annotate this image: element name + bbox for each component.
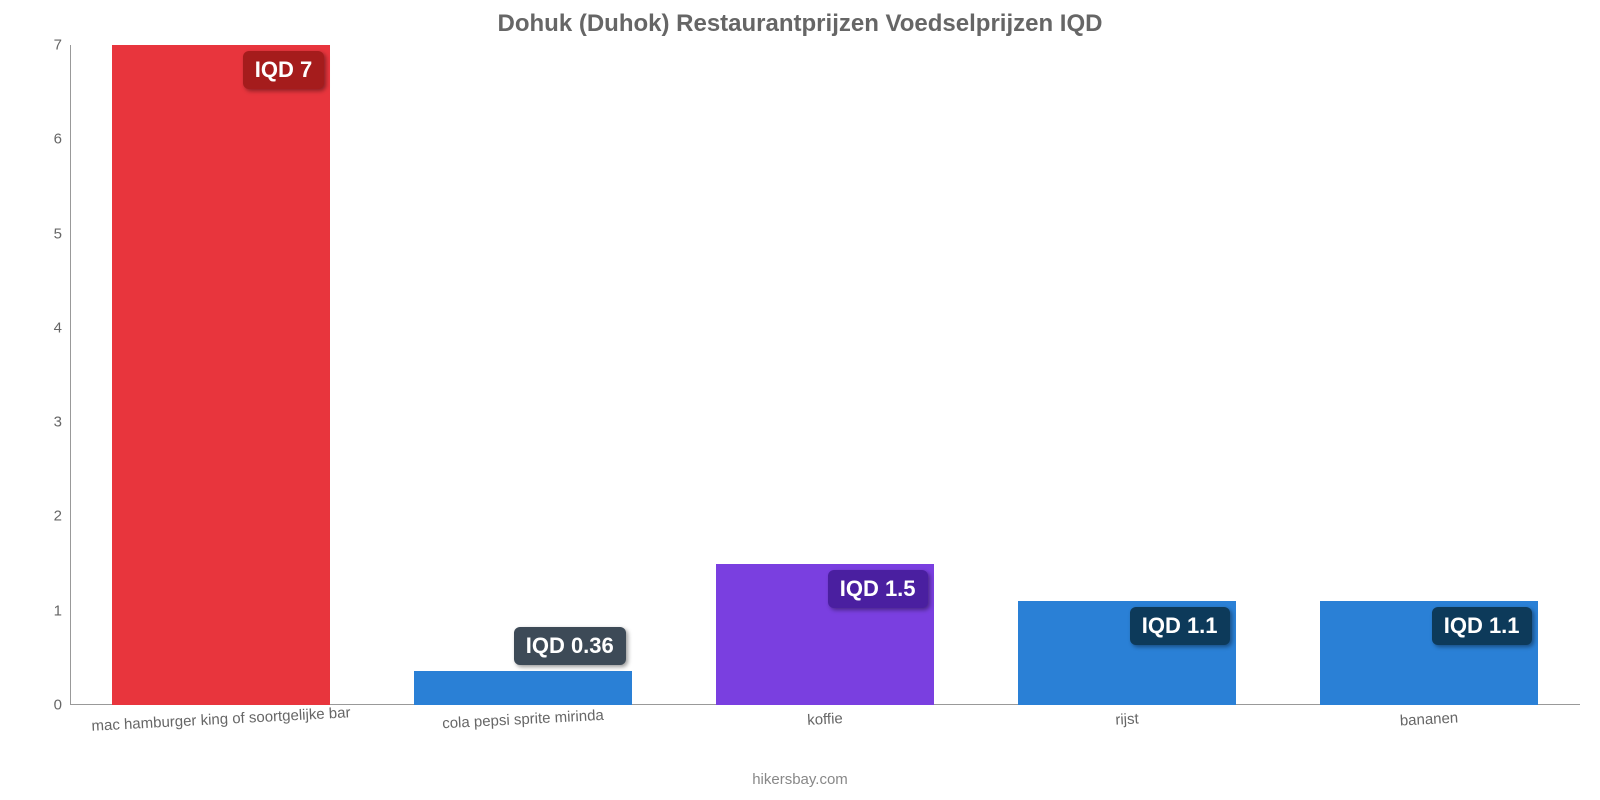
- y-tick: 4: [54, 319, 62, 336]
- y-axis-line: [70, 45, 71, 705]
- x-axis-label: bananen: [1399, 709, 1458, 729]
- plot-area: IQD 7 IQD 0.36 IQD 1.5 IQD 1.1 IQD 1.1: [70, 45, 1580, 705]
- y-tick: 3: [54, 414, 62, 431]
- value-badge: IQD 1.1: [1130, 607, 1230, 645]
- attribution: hikersbay.com: [0, 771, 1600, 788]
- bar-chart: Dohuk (Duhok) Restaurantprijzen Voedselp…: [0, 0, 1600, 800]
- value-badge: IQD 1.5: [828, 570, 928, 608]
- y-tick: 7: [54, 37, 62, 54]
- y-tick: 5: [54, 225, 62, 242]
- chart-title: Dohuk (Duhok) Restaurantprijzen Voedselp…: [0, 10, 1600, 38]
- x-axis: mac hamburger king of soortgelijke bar co…: [70, 705, 1580, 765]
- y-tick: 0: [54, 697, 62, 714]
- x-axis-label: koffie: [807, 710, 843, 729]
- value-badge: IQD 7: [243, 51, 324, 89]
- y-tick: 2: [54, 508, 62, 525]
- y-tick: 1: [54, 602, 62, 619]
- bar: [112, 45, 329, 705]
- bar: [414, 671, 631, 705]
- value-badge: IQD 0.36: [514, 627, 626, 665]
- x-axis-label: cola pepsi sprite mirinda: [442, 707, 604, 732]
- y-tick: 6: [54, 131, 62, 148]
- y-axis: 01234567: [0, 45, 70, 705]
- x-axis-label: rijst: [1115, 710, 1139, 728]
- x-axis-label: mac hamburger king of soortgelijke bar: [91, 704, 351, 735]
- value-badge: IQD 1.1: [1432, 607, 1532, 645]
